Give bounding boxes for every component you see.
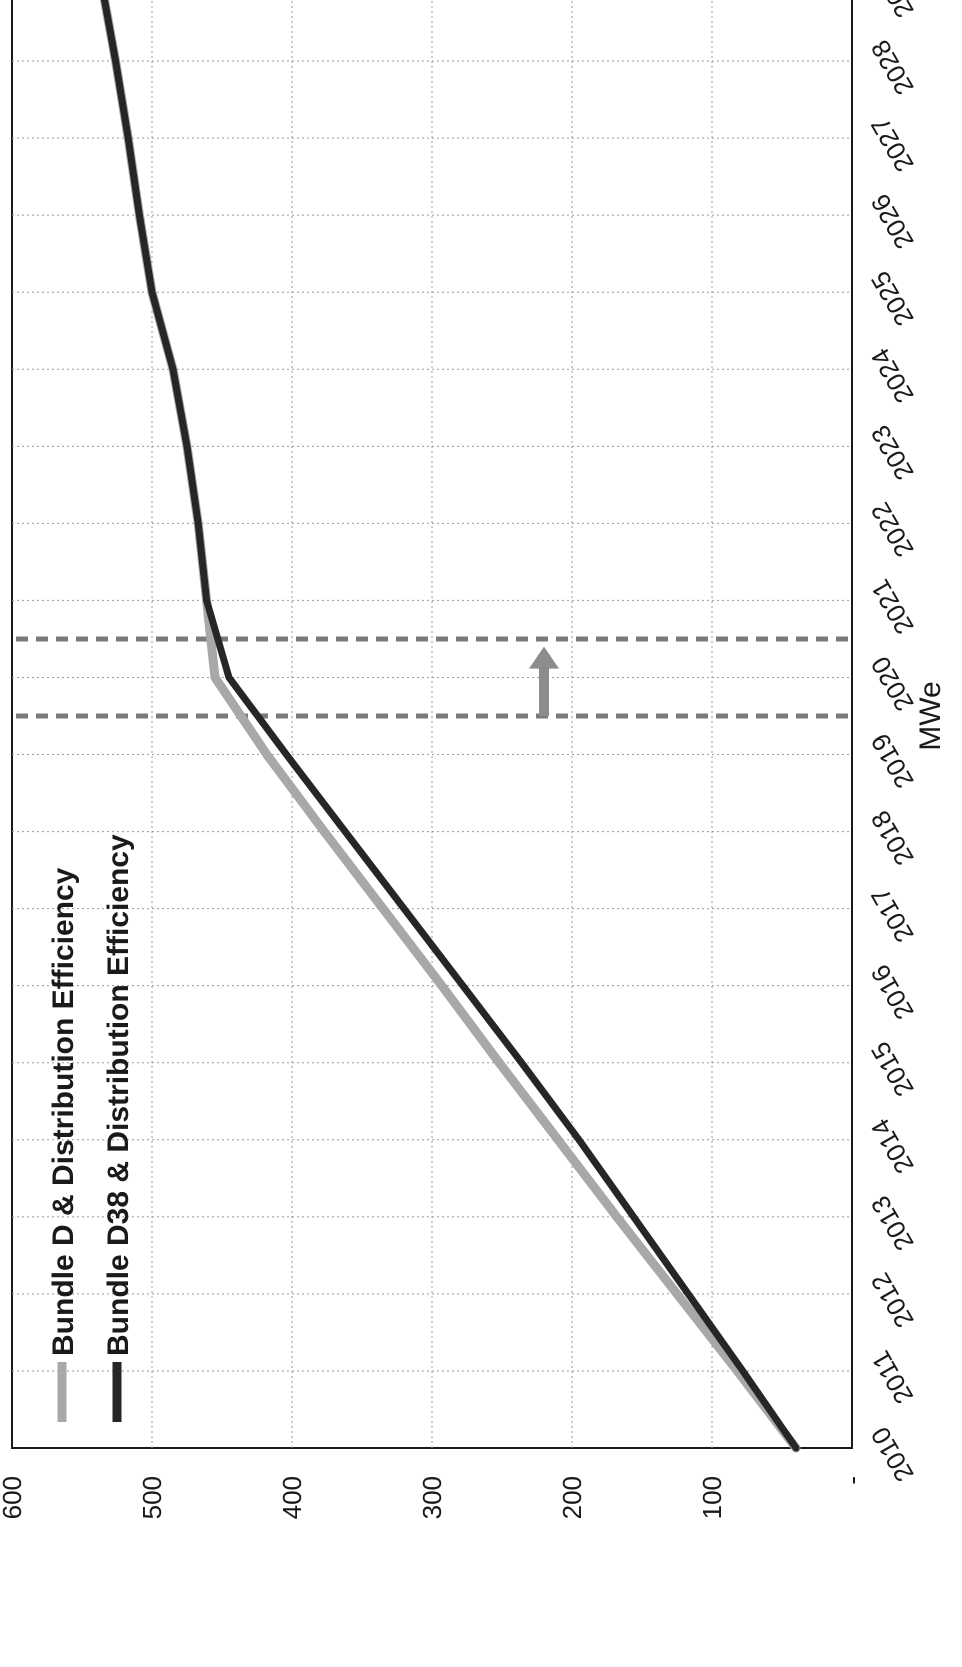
y-axis-label: MWe [914,681,947,750]
y-tick-label: 600 [0,1476,27,1519]
x-tick-label: 2022 [865,497,920,562]
x-tick-label: 2026 [865,189,920,254]
x-tick-label: 2013 [865,1191,920,1256]
x-tick-label: 2011 [865,1346,919,1409]
y-tick-label: 300 [417,1476,447,1519]
x-tick-label: 2029 [865,0,920,23]
x-tick-label: 2012 [865,1268,920,1333]
x-tick-label: 2017 [865,883,920,948]
x-tick-label: 2015 [865,1037,920,1102]
x-tick-label: 2016 [865,960,920,1025]
x-tick-label: 2014 [865,1114,920,1179]
grid-lines [12,0,852,1448]
x-tick-label: 2025 [865,266,920,331]
y-tick-label: 100 [697,1476,727,1519]
series-line-2 [98,0,800,1452]
annotations [16,636,852,719]
x-tick-label: 2028 [865,35,920,100]
series-lines [97,0,801,1453]
x-tick-label: 2019 [865,728,920,793]
x-tick-label: 2021 [865,574,920,639]
y-tick-label: - [837,1476,867,1485]
legend-label-bundle-d38: Bundle D38 & Distribution Efficiency [102,834,135,1356]
y-tick-label: 500 [137,1476,167,1519]
y-tick-label: 400 [277,1476,307,1519]
x-tick-label: 2010 [865,1422,920,1487]
arrow-head [529,646,559,669]
x-tick-label: 2024 [865,343,920,408]
x-tick-label: 2018 [865,806,920,871]
x-tick-label: 2027 [865,112,920,177]
y-tick-label: 200 [557,1476,587,1519]
x-tick-label: 2020 [865,651,920,716]
legend: Bundle D & Distribution Efficiency Bundl… [47,834,135,1422]
legend-label-bundle-d: Bundle D & Distribution Efficiency [47,867,80,1356]
x-tick-label: 2023 [865,420,920,485]
